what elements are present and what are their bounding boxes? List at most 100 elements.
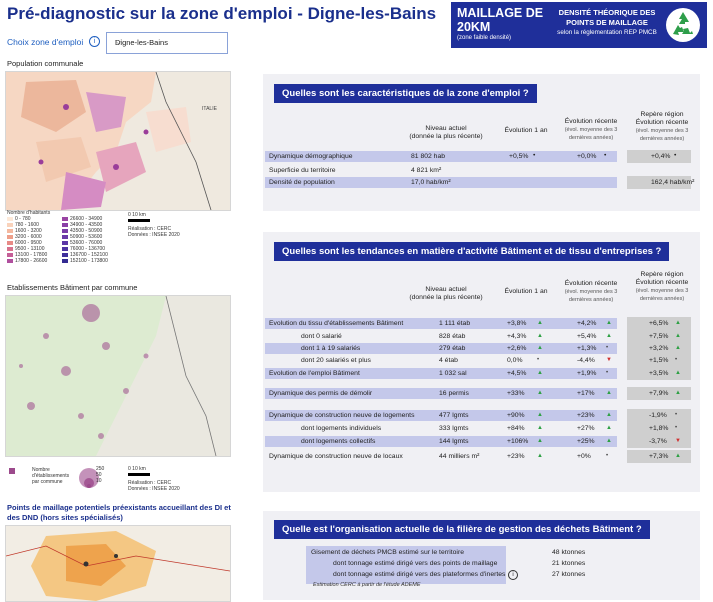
row-evolrec: -4,4%	[577, 357, 595, 364]
map-maillage[interactable]	[5, 525, 231, 602]
legend-swatch	[62, 223, 69, 227]
row-evol1: +84%	[507, 425, 525, 432]
kpi-note: (zone faible densité)	[457, 35, 512, 41]
row-niveau: 81 802 hab	[411, 153, 446, 160]
col-niveau-sub: (donnée la plus récente)	[409, 133, 483, 140]
trend-up-icon: ▲	[537, 425, 543, 431]
etab-legend-value-50: 50	[96, 472, 102, 478]
col-niveau-2-label: Niveau actuel	[425, 286, 467, 293]
legend-swatch	[62, 253, 69, 257]
population-credit1: Réalisation : CERC	[128, 226, 172, 232]
legend-entry: 76000 - 136700	[62, 246, 117, 252]
row-repere: -1,9%	[649, 412, 667, 419]
row-niveau: 44 milliers m²	[439, 453, 480, 460]
map-population-title: Population communale	[7, 59, 84, 68]
ref-box	[627, 150, 691, 163]
row-niveau: 1 032 sal	[439, 370, 467, 377]
kpi-line2: 20KM	[457, 20, 491, 34]
row-evol1: 0,0%	[507, 357, 523, 364]
trend-neutral-icon: •	[537, 357, 540, 363]
row-niveau: 16 permis	[439, 390, 469, 397]
etab-legend-value-250: 250	[96, 466, 105, 472]
row-band	[265, 410, 617, 421]
org-row-value: 48 ktonnes	[552, 549, 586, 556]
population-scale-bar	[128, 219, 150, 222]
row-evolrec-mark: •	[604, 152, 607, 159]
row-band	[265, 388, 617, 399]
etab-legend-values: 250 50 10	[96, 466, 104, 484]
ref-box	[627, 387, 691, 400]
row-evolrec: +0%	[577, 453, 591, 460]
trend-up-icon: ▲	[675, 390, 681, 396]
row-repere: +7,3%	[649, 453, 669, 460]
etab-credit1: Réalisation : CERC	[128, 480, 172, 486]
legend-label: 53600 - 76000	[70, 240, 103, 246]
legend-entry: 152100 - 173800	[62, 258, 117, 264]
map-population[interactable]: ITALIE	[5, 71, 231, 211]
row-repere: +6,5%	[649, 320, 669, 327]
trend-up-icon: ▲	[606, 438, 612, 444]
trend-neutral-icon: •	[675, 412, 678, 418]
legend-label: 3200 - 6000	[15, 234, 42, 240]
info-icon[interactable]: i	[508, 570, 518, 580]
legend-label: 6000 - 9500	[15, 240, 42, 246]
row-niveau: 4 821 km²	[411, 167, 442, 174]
row-evol1: +0,5%	[509, 153, 529, 160]
legend-label: 76000 - 136700	[70, 246, 106, 252]
legend-label: 780 - 1600	[15, 222, 39, 228]
col-evol1-2: Évolution 1 an	[504, 288, 548, 295]
panel-caracteristiques: Quelles sont les caractéristiques de la …	[263, 74, 700, 211]
legend-label: 1600 - 3200	[15, 228, 42, 234]
ref-box	[627, 354, 691, 367]
map-etablissements[interactable]	[5, 295, 231, 457]
info-icon[interactable]: i	[89, 36, 100, 47]
row-evolrec: +27%	[577, 425, 595, 432]
row-repere: +3,2%	[649, 345, 669, 352]
trend-up-icon: ▲	[606, 425, 612, 431]
col-evolrec-2: Évolution récente (évol. moyenne des 3 d…	[555, 280, 627, 304]
legend-entry: 50900 - 53600	[62, 234, 117, 240]
trend-up-icon: ▲	[606, 333, 612, 339]
row-evol1: +23%	[507, 453, 525, 460]
row-evol1: +4,5%	[507, 370, 527, 377]
col-evolrec-label: Évolution récente	[564, 118, 618, 125]
legend-swatch	[7, 247, 13, 251]
etab-scale: 0 10 km	[128, 466, 146, 472]
legend-swatch	[7, 235, 13, 239]
page-title: Pré-diagnostic sur la zone d'emploi - Di…	[7, 4, 437, 23]
legend-label: 43500 - 50900	[70, 228, 103, 234]
row-niveau: 279 étab	[439, 345, 466, 352]
row-evol1: +90%	[507, 412, 525, 419]
trend-up-icon: ▲	[537, 453, 543, 459]
zone-select[interactable]: Digne-les-Bains ⌵	[106, 32, 228, 54]
org-row-label: dont tonnage estimé dirigé vers des poin…	[333, 560, 498, 567]
legend-entry: 53600 - 76000	[62, 240, 117, 246]
trend-neutral-icon: •	[675, 357, 678, 363]
legend-swatch	[7, 259, 13, 263]
legend-swatch	[7, 217, 13, 221]
row-repere: +7,5%	[649, 333, 669, 340]
row-repere: +1,8%	[649, 425, 669, 432]
row-evol1-mark: •	[533, 152, 536, 159]
row-repere: +3,5%	[649, 370, 669, 377]
map-etab-title: Etablissements Bâtiment par commune	[7, 283, 138, 292]
trend-neutral-icon: •	[606, 345, 609, 351]
row-evol1: +3,8%	[507, 320, 527, 327]
population-legend: Nombre d'habitants 0 - 780 780 - 1600 1600…	[7, 210, 117, 264]
population-legend-title: Nombre d'habitants	[7, 210, 51, 216]
row-niveau: 17,0 hab/km²	[411, 179, 451, 186]
legend-entry: 34900 - 43500	[62, 222, 117, 228]
row-band	[265, 368, 617, 379]
org-row-value: 27 ktonnes	[552, 571, 586, 578]
col-repere-sub: (évol. moyenne des 3 dernières années)	[635, 128, 689, 142]
kpi-right3: selon la réglementation REP PMCB	[557, 29, 657, 36]
legend-entry: 136700 - 152100	[62, 252, 117, 258]
kpi-maillage: MAILLAGE DE 20KM	[457, 6, 543, 34]
row-label: Evolution du tissu d'établissements Bâti…	[269, 320, 404, 327]
trend-up-icon: ▲	[606, 390, 612, 396]
col-niveau: Niveau actuel (donnée la plus récente)	[401, 125, 491, 141]
kpi-right2: POINTS DE MAILLAGE	[566, 18, 648, 27]
col-evol1: Évolution 1 an	[504, 127, 548, 134]
row-niveau: 4 étab	[439, 357, 458, 364]
col-repere: Repère région Évolution récente (évol. m…	[628, 111, 696, 143]
